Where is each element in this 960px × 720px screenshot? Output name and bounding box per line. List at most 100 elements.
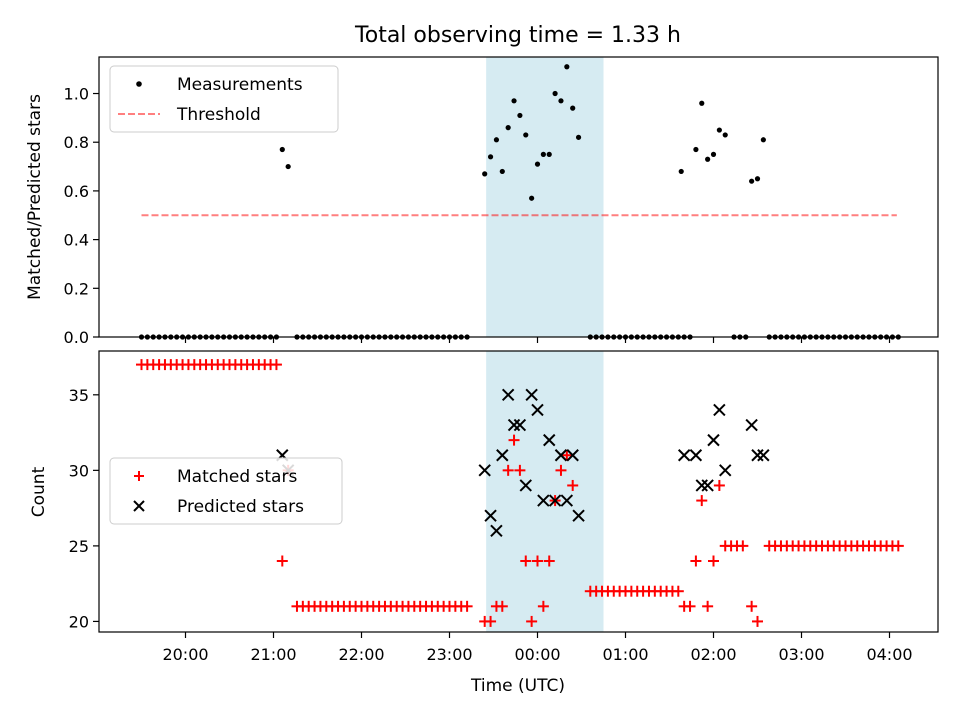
highlight-band-rect [486, 351, 604, 632]
measurement-point [499, 168, 505, 175]
measurement-point [505, 125, 511, 131]
matched-star-point [696, 495, 708, 507]
y-tick-label: 1.0 [64, 85, 89, 104]
y-tick-label: 30 [69, 461, 89, 480]
matched-star-point [276, 555, 288, 567]
predicted-star-point [719, 464, 732, 477]
measurement-point [693, 146, 699, 153]
measurement-point [749, 178, 755, 184]
matched-star-point [561, 449, 573, 461]
bottom-x-ticks: 20:00 21:00 22:00 23:00 00:00 01:00 02:00 03:00… [162, 632, 913, 664]
predicted-star-point [519, 479, 532, 492]
predicted-star-point [507, 418, 521, 432]
bottom-legend-box [109, 457, 343, 525]
measurement-point [534, 161, 541, 167]
matched-star-point [537, 600, 549, 612]
x-tick-label: 03:00 [778, 645, 824, 664]
predicted-star-point [566, 449, 579, 462]
top-panel: 0.0 0.2 0.4 0.6 0.8 1.0 Matched/Predicted sta… [25, 56, 939, 347]
y-tick-label: 0.2 [64, 279, 89, 298]
matched-star-point [737, 540, 749, 552]
measurement-point [716, 127, 722, 133]
matched-star-point [713, 479, 725, 491]
measurement-point [523, 132, 529, 138]
predicted-star-point [701, 479, 714, 492]
predicted-star-point [695, 479, 708, 492]
matched-star-point [520, 555, 532, 567]
top-legend-box [109, 65, 339, 133]
bottom-highlight-band [486, 351, 604, 632]
y-tick-label: 0.6 [64, 182, 89, 201]
predicted-star-point [478, 464, 491, 477]
measurement-point [575, 134, 582, 140]
predicted-star-point [548, 494, 562, 507]
predicted-star-point [707, 433, 720, 447]
matched-star-point [496, 600, 508, 612]
top-highlight-band [486, 57, 604, 337]
matched-star-point [514, 464, 526, 476]
predicted-star-point [751, 449, 764, 462]
bottom-y-axis-label: Count [29, 466, 49, 517]
matched-star-point [270, 359, 282, 371]
measurement-point [511, 98, 517, 104]
x-tick-label: 21:00 [250, 645, 296, 664]
predicted-star-point [689, 449, 703, 462]
measurement-point [699, 100, 705, 106]
highlight-band-rect [486, 57, 604, 337]
measurement-point [546, 151, 552, 157]
measurement-point [540, 151, 546, 157]
measurement-point [564, 64, 570, 70]
matched-star-point [502, 464, 514, 476]
predicted-star-point [496, 449, 509, 462]
legend-predicted-marker [133, 500, 145, 512]
measurement-point [529, 195, 535, 201]
x-tick-label: 23:00 [426, 645, 472, 664]
measurement-point [760, 137, 766, 143]
x-tick-label: 01:00 [602, 645, 648, 664]
matched-star-point [690, 555, 702, 567]
figure-title: Total observing time = 1.33 h [354, 23, 681, 48]
predicted-star-point [484, 509, 497, 522]
legend-matched-label: Matched stars [177, 467, 297, 487]
measurement-point [705, 156, 711, 162]
matched-star-point [752, 615, 763, 627]
predicted-star-point [543, 433, 556, 447]
bottom-panel: 20 25 30 35 20:00 21:00 22:00 23:00 00:00 01:00 0… [29, 350, 939, 696]
matched-star-point [708, 555, 719, 567]
x-tick-label: 20:00 [162, 645, 208, 664]
predicted-star-point [554, 449, 568, 462]
matched-star-point [684, 600, 696, 612]
measurement-point [570, 105, 576, 111]
y-tick-label: 0.8 [64, 133, 89, 152]
measurement-point [487, 154, 494, 160]
predicted-star-point [745, 418, 758, 432]
predicted-star-point [513, 418, 527, 432]
y-tick-label: 25 [69, 537, 89, 556]
y-tick-label: 35 [69, 386, 89, 405]
legend-matched-marker [134, 471, 144, 481]
top-x-tick-marks [184, 337, 891, 343]
matched-star-point [461, 600, 473, 612]
y-tick-label: 0.0 [64, 328, 89, 347]
legend-threshold-label: Threshold [176, 105, 261, 125]
predicted-star-point [490, 524, 503, 537]
measurement-point [482, 171, 488, 177]
measurement-point [517, 112, 523, 119]
bottom-legend: Matched stars Predicted stars [109, 457, 343, 525]
matched-star-point [672, 585, 684, 597]
matched-star-point [567, 479, 579, 491]
measurement-point [710, 151, 717, 157]
matched-star-point [543, 555, 555, 567]
matched-star-point [532, 555, 543, 567]
predicted-star-point [525, 388, 538, 402]
legend-measurements-label: Measurements [177, 75, 303, 95]
y-tick-label: 20 [69, 612, 89, 631]
predicted-star-point [757, 449, 770, 462]
top-legend: Measurements Threshold [109, 65, 339, 133]
matched-star-point [702, 600, 714, 612]
matched-star-point [508, 434, 520, 446]
measurement-point [552, 90, 558, 97]
matched-star-point [555, 464, 567, 476]
bottom-axes-frame [98, 350, 939, 633]
